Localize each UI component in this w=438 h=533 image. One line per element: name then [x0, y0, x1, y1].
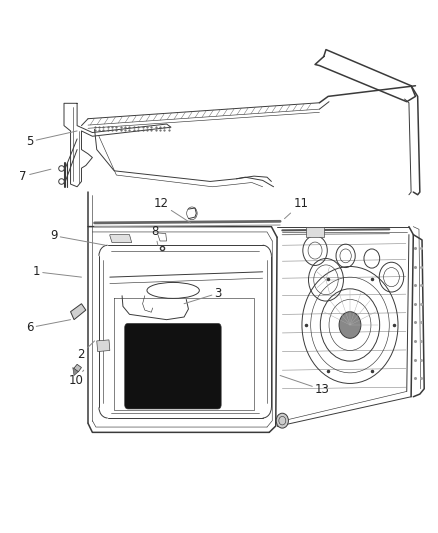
Text: 8: 8 [151, 225, 159, 245]
Bar [306, 227, 324, 237]
Text: 3: 3 [184, 287, 222, 304]
Circle shape [276, 413, 288, 428]
Text: 5: 5 [26, 131, 77, 148]
Text: 11: 11 [285, 197, 308, 219]
FancyBboxPatch shape [125, 324, 221, 409]
Text: 7: 7 [19, 169, 51, 183]
Polygon shape [110, 235, 132, 243]
Text: 13: 13 [280, 375, 330, 397]
Text: 1: 1 [32, 265, 81, 278]
Polygon shape [97, 340, 110, 352]
Text: 6: 6 [26, 320, 71, 334]
Circle shape [339, 312, 361, 338]
Text: 10: 10 [68, 370, 84, 387]
Text: 12: 12 [153, 197, 191, 223]
Polygon shape [74, 365, 81, 372]
Polygon shape [71, 304, 86, 320]
Polygon shape [73, 368, 78, 375]
Text: 9: 9 [50, 229, 106, 245]
Text: 2: 2 [77, 341, 95, 361]
